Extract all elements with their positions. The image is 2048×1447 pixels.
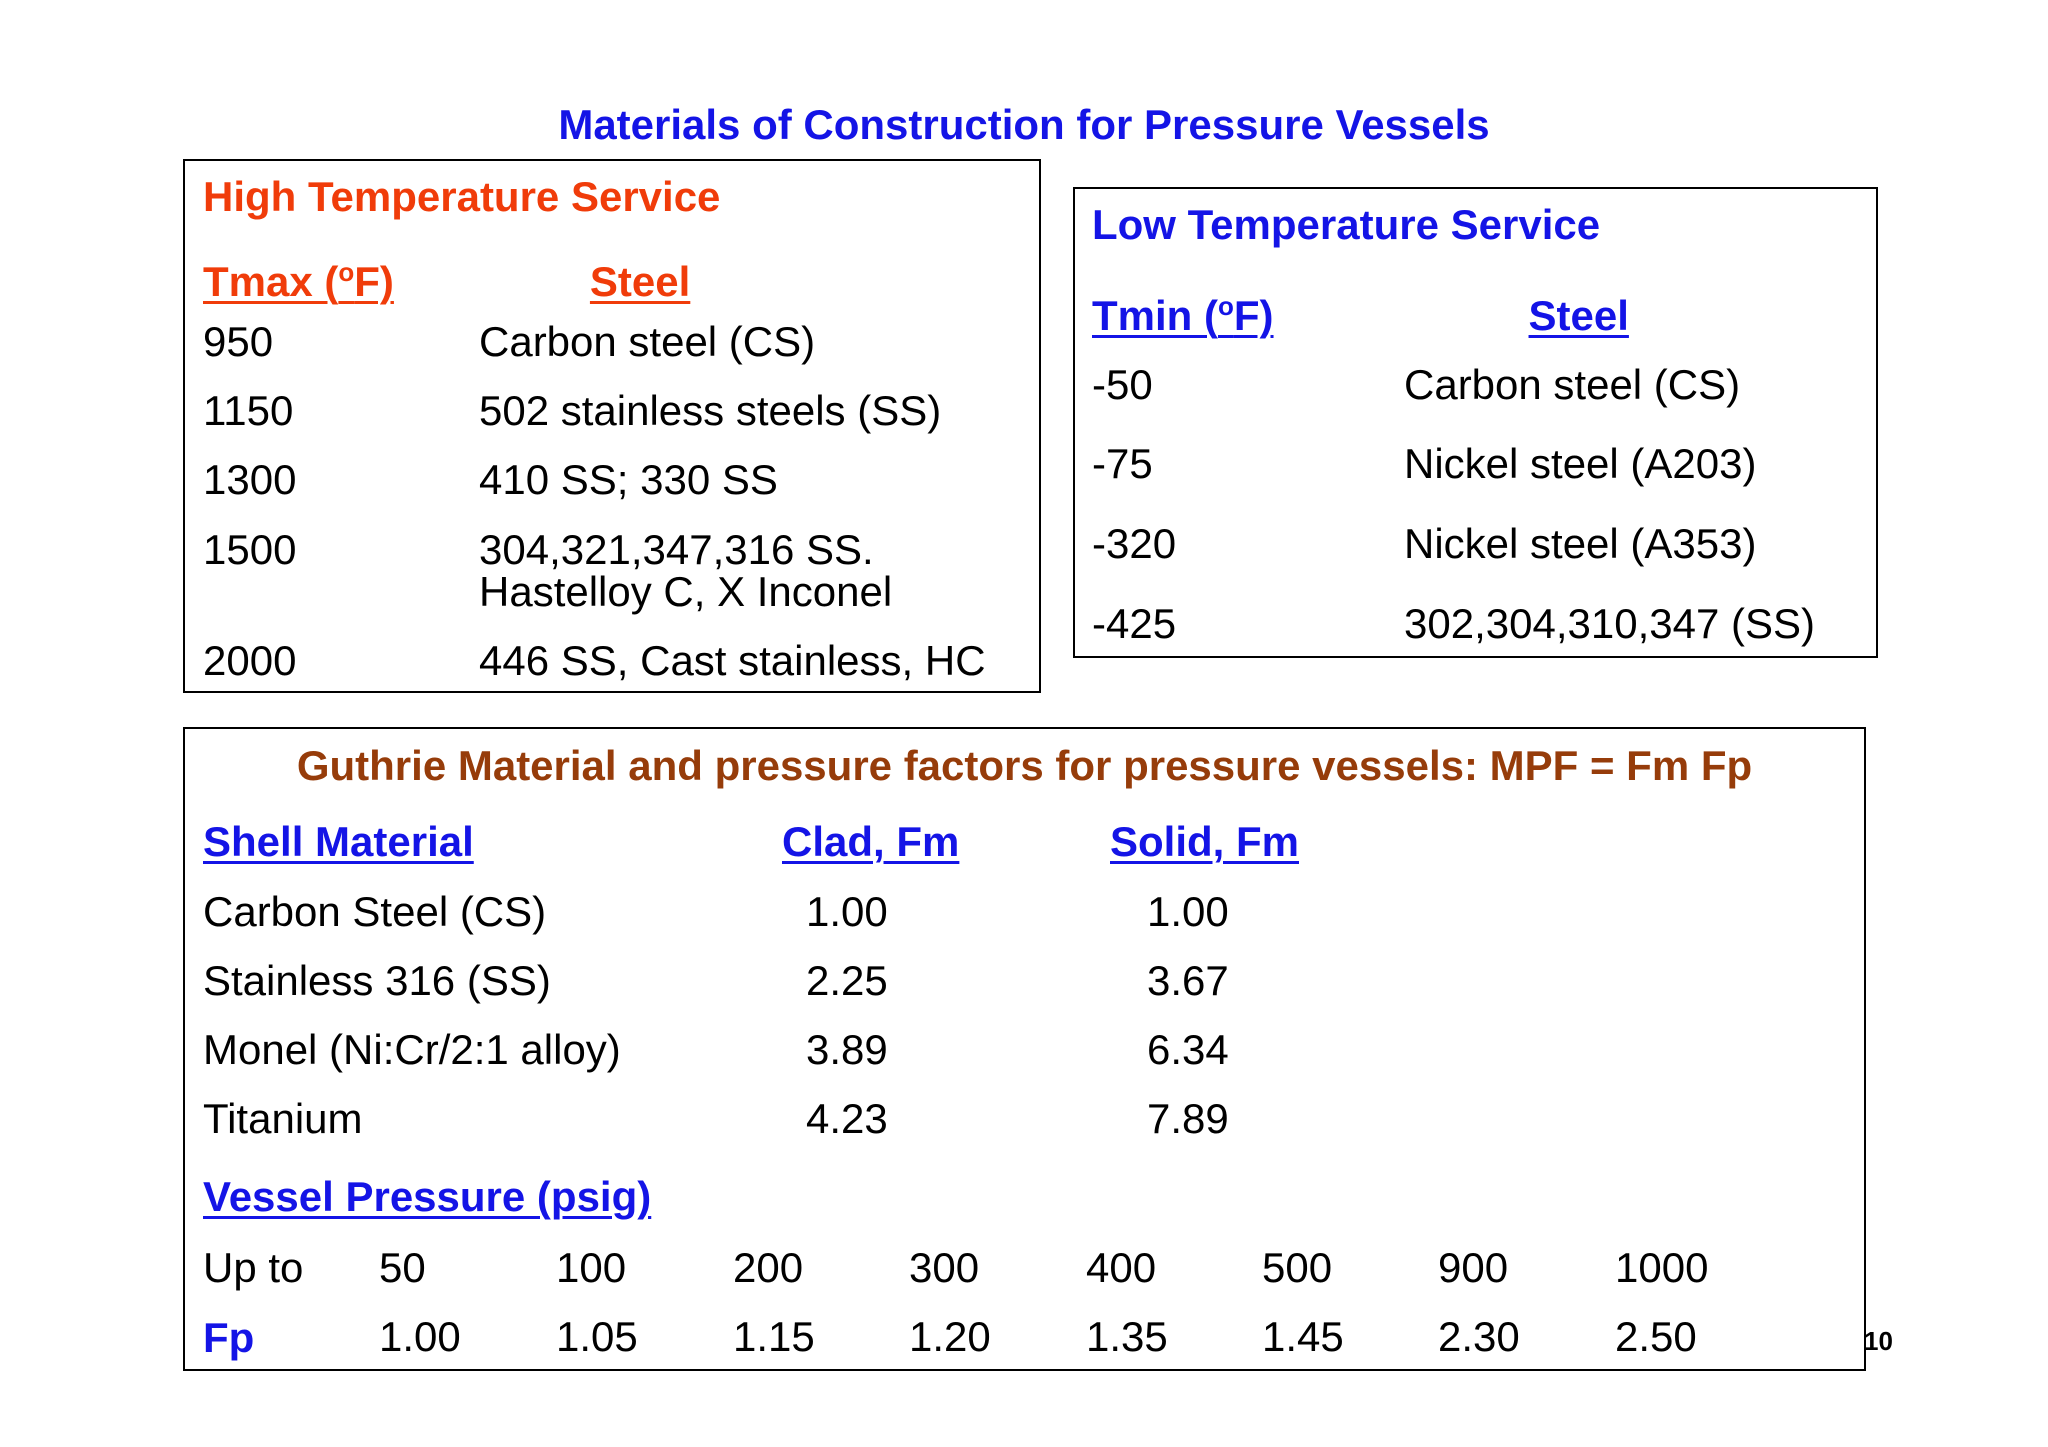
high-temp-steel-label: Steel [589, 258, 691, 305]
pressure-5: 500 [1262, 1244, 1333, 1291]
material-1: Stainless 316 (SS) [203, 957, 551, 1004]
high-temp-steel-3b: Hastelloy C, X Inconel [479, 568, 893, 615]
low-temp-t-3: -425 [1092, 600, 1177, 647]
clad-fm-header: Clad, Fm [782, 818, 960, 865]
tmin-label: Tmin ( [1092, 292, 1218, 339]
high-temp-t-2: 1300 [203, 456, 297, 503]
high-temp-steel-4: 446 SS, Cast stainless, HC [479, 637, 986, 684]
fp-0: 1.00 [379, 1313, 461, 1360]
high-temp-header: Tmax (oF) Steel [203, 248, 705, 306]
fp-4: 1.35 [1086, 1313, 1168, 1360]
low-temp-steel-3: 302,304,310,347 (SS) [1404, 600, 1815, 647]
tmax-unit: F) [354, 258, 394, 305]
fp-label: Fp [203, 1314, 255, 1361]
low-temp-header: Tmin (oF) Steel [1092, 282, 1642, 340]
tmin-degree: o [1217, 291, 1234, 321]
high-temp-steel-2: 410 SS; 330 SS [479, 456, 778, 503]
upto-label: Up to [203, 1244, 304, 1291]
fp-1: 1.05 [556, 1313, 638, 1360]
high-temp-t-0: 950 [203, 318, 274, 365]
high-temp-title: High Temperature Service [203, 173, 721, 220]
tmax-degree: o [338, 257, 355, 287]
fp-2: 1.15 [733, 1313, 815, 1360]
page-number: 10 [1864, 1326, 1893, 1356]
fp-5: 1.45 [1262, 1313, 1344, 1360]
tmax-label: Tmax ( [203, 258, 339, 305]
guthrie-title: Guthrie Material and pressure factors fo… [296, 742, 1753, 789]
solid-2: 6.34 [1147, 1026, 1229, 1073]
fp-7: 2.50 [1615, 1313, 1697, 1360]
low-temp-steel-2: Nickel steel (A353) [1404, 520, 1757, 567]
low-temp-box [1073, 187, 1878, 658]
low-temp-title: Low Temperature Service [1092, 201, 1601, 248]
pressure-6: 900 [1438, 1244, 1509, 1291]
high-temp-steel-0: Carbon steel (CS) [479, 318, 816, 365]
low-temp-steel-1: Nickel steel (A203) [1404, 440, 1757, 487]
low-temp-t-1: -75 [1092, 440, 1153, 487]
high-temp-t-1: 1150 [203, 387, 294, 434]
high-temp-t-3: 1500 [203, 526, 297, 573]
solid-3: 7.89 [1147, 1095, 1229, 1142]
fp-3: 1.20 [909, 1313, 991, 1360]
material-2: Monel (Ni:Cr/2:1 alloy) [203, 1026, 621, 1073]
high-temp-box [183, 159, 1041, 693]
pressure-1: 100 [556, 1244, 627, 1291]
pressure-3: 300 [909, 1244, 980, 1291]
fp-6: 2.30 [1438, 1313, 1520, 1360]
tmin-unit: F) [1233, 292, 1274, 339]
clad-2: 3.89 [806, 1026, 888, 1073]
pressure-4: 400 [1086, 1244, 1157, 1291]
low-temp-t-0: -50 [1092, 361, 1153, 408]
vessel-pressure-header: Vessel Pressure (psig) [203, 1173, 652, 1220]
pressure-0: 50 [379, 1244, 426, 1291]
material-0: Carbon Steel (CS) [203, 888, 547, 935]
solid-0: 1.00 [1147, 888, 1229, 935]
low-temp-steel-label: Steel [1528, 292, 1629, 339]
pressure-7: 1000 [1615, 1244, 1709, 1291]
solid-1: 3.67 [1147, 957, 1229, 1004]
page-title: Materials of Construction for Pressure V… [558, 101, 1490, 148]
clad-0: 1.00 [806, 888, 888, 935]
material-3: Titanium [203, 1095, 363, 1142]
guthrie-box [183, 727, 1866, 1371]
low-temp-steel-0: Carbon steel (CS) [1404, 361, 1741, 408]
high-temp-steel-3: 304,321,347,316 SS. [479, 526, 874, 573]
clad-3: 4.23 [806, 1095, 888, 1142]
high-temp-t-4: 2000 [203, 637, 297, 684]
high-temp-steel-1: 502 stainless steels (SS) [479, 387, 942, 434]
low-temp-t-2: -320 [1092, 520, 1177, 567]
solid-fm-header: Solid, Fm [1110, 818, 1299, 865]
clad-1: 2.25 [806, 957, 888, 1004]
pressure-2: 200 [733, 1244, 804, 1291]
shell-material-header: Shell Material [203, 818, 474, 865]
